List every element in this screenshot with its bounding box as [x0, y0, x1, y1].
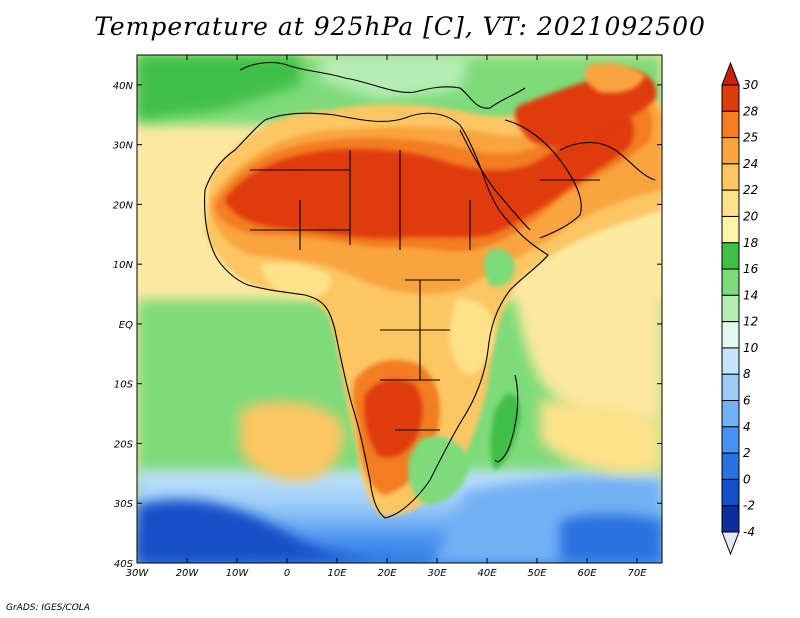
lat-label: 30N — [113, 141, 134, 152]
colorbar-band — [721, 163, 740, 191]
colorbar-band — [721, 478, 740, 507]
lat-label: 10S — [114, 380, 134, 391]
colorbar-label: -2 — [743, 499, 755, 513]
lat-label: 30S — [114, 499, 134, 510]
lon-label: 30E — [427, 568, 447, 579]
colorbar-label: 24 — [743, 157, 758, 171]
lon-label: 20E — [377, 568, 397, 579]
colorbar-label: 30 — [743, 78, 759, 92]
plot-frame — [136, 54, 663, 564]
colorbar-label: 0 — [743, 472, 751, 486]
colorbar-band — [721, 321, 740, 349]
lon-label: 70E — [627, 568, 647, 579]
lon-label: 10W — [226, 568, 250, 579]
temperature-field — [137, 55, 662, 563]
colorbar-label: 28 — [743, 104, 759, 118]
colorbar-bottom-triangle — [721, 531, 740, 556]
lon-label: 40E — [477, 568, 497, 579]
lon-label: 60E — [577, 568, 597, 579]
axis-ticks: 30W 20W 10W 0 10E 20E 30E 40E 50E 60E 70E 40N 30N 20N… — [113, 55, 662, 579]
colorbar-label: 16 — [743, 262, 759, 276]
lat-label: 40S — [114, 559, 134, 570]
colorbar-label: 20 — [743, 209, 759, 223]
colorbar-label: 6 — [743, 394, 751, 408]
colorbar-label: 12 — [743, 315, 758, 329]
colorbar-top-triangle — [721, 61, 740, 86]
colorbar-band — [721, 110, 740, 139]
lat-label: 20S — [114, 439, 134, 450]
colorbar-band — [721, 137, 740, 165]
colorbar-band — [721, 347, 740, 375]
colorbar-band — [721, 426, 740, 454]
colorbar-band — [721, 452, 740, 480]
colorbar-band — [721, 400, 740, 428]
colorbar-band — [721, 189, 740, 217]
colorbar-band — [721, 215, 740, 244]
colorbar-label: 14 — [743, 288, 758, 302]
lat-label: 10N — [113, 260, 134, 271]
lon-label: 30W — [126, 568, 150, 579]
colorbar-band — [721, 294, 740, 323]
lon-label: 20W — [176, 568, 200, 579]
lat-label: 20N — [113, 200, 134, 211]
colorbar-label: 8 — [743, 367, 751, 381]
colorbar-label: 4 — [743, 420, 751, 434]
colorbar-band — [721, 242, 740, 270]
lon-label: 50E — [527, 568, 547, 579]
lat-label: EQ — [119, 320, 133, 331]
coastlines — [204, 61, 656, 519]
colorbar-band — [721, 84, 740, 112]
colorbar-label: 18 — [743, 236, 759, 250]
colorbar-label: 10 — [743, 341, 759, 355]
colorbar-label: 2 — [743, 446, 751, 460]
lon-label: 10E — [327, 568, 347, 579]
map-title: Temperature at 925hPa [C], VT: 202109250… — [94, 12, 706, 41]
credit-text: GrADS: IGES/COLA — [6, 603, 90, 613]
colorbar-band — [721, 268, 740, 296]
colorbar-band — [721, 373, 740, 402]
colorbar-label: -4 — [743, 525, 755, 539]
colorbar-band — [721, 505, 740, 533]
colorbar-label: 22 — [743, 183, 758, 197]
colorbar-label: 25 — [743, 131, 758, 145]
lon-label: 0 — [284, 568, 290, 579]
lat-label: 40N — [113, 81, 134, 92]
